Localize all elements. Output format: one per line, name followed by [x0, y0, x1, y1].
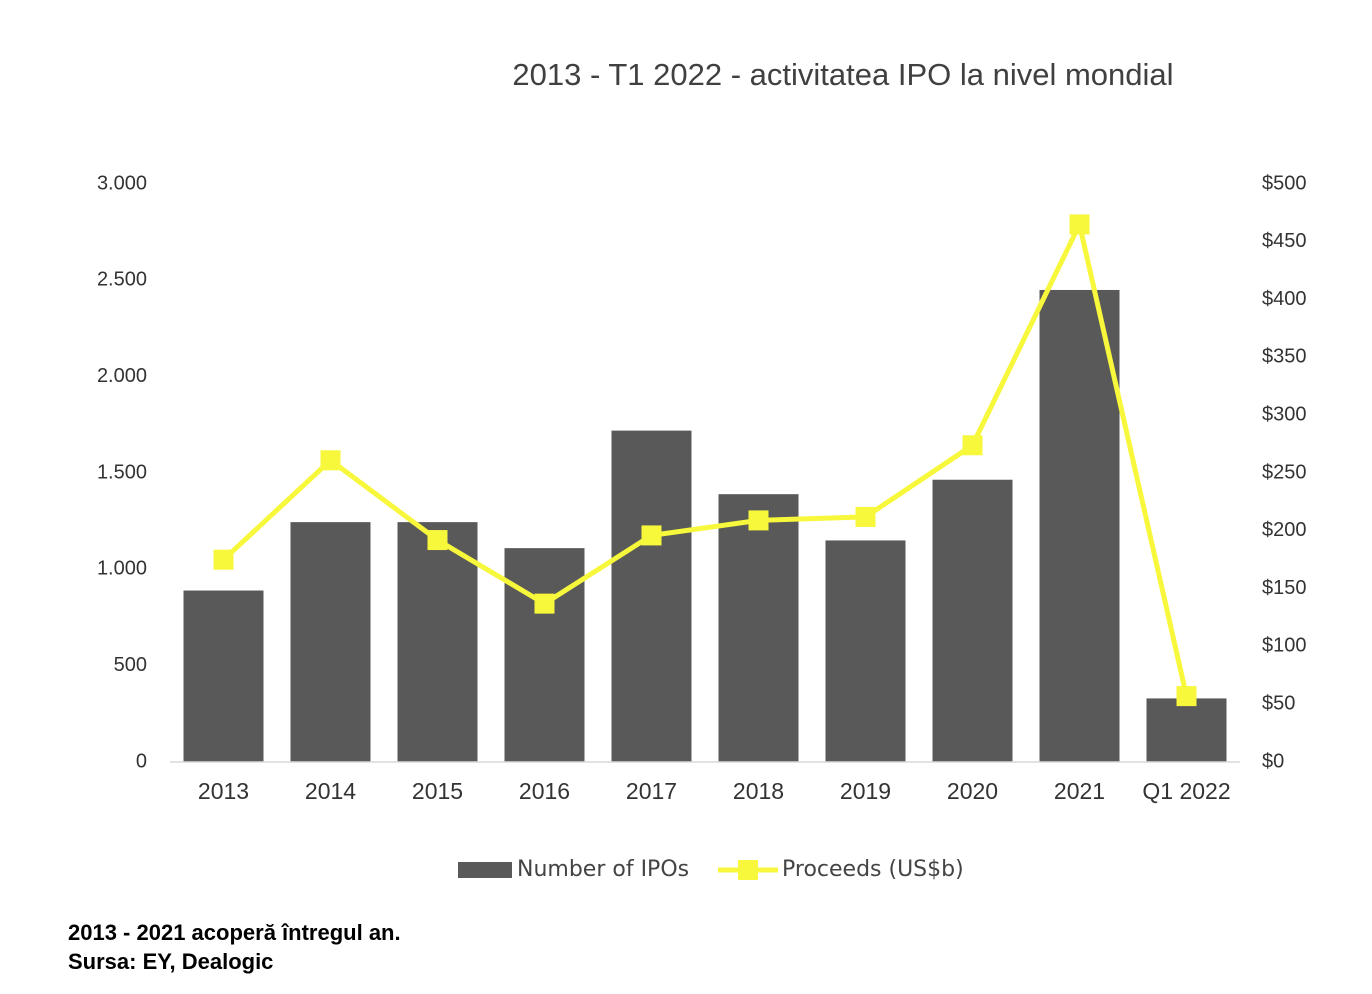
bar	[611, 430, 692, 762]
x-tick-label: 2016	[519, 778, 570, 804]
y2-tick-label: $100	[1262, 635, 1307, 657]
y-tick-label: 1.500	[97, 461, 147, 483]
y-tick-label: 0	[136, 750, 147, 772]
y2-tick-label: $500	[1262, 172, 1307, 194]
y2-tick-label: $350	[1262, 346, 1307, 368]
x-tick-label: 2015	[412, 778, 463, 804]
y2-tick-label: $300	[1262, 403, 1307, 425]
line	[221, 216, 1189, 697]
bar	[1146, 698, 1227, 762]
footnote: 2013 - 2021 acoperă întregul an.	[68, 920, 401, 945]
x-tick-label: 2014	[305, 778, 356, 804]
y-tick-label: 2.000	[97, 365, 147, 387]
y-tick-label: 2.500	[97, 269, 147, 291]
x-tick-label: 2021	[1054, 778, 1105, 804]
x-tick-label: 2018	[733, 778, 784, 804]
x-tick-label: Q1 2022	[1142, 778, 1230, 804]
source: Sursa: EY, Dealogic	[68, 949, 273, 974]
legend-label: Number of IPOs	[517, 857, 689, 882]
bar	[825, 540, 906, 762]
bar	[290, 522, 371, 762]
x-tick-label: 2013	[198, 778, 249, 804]
y-tick-label: 500	[114, 654, 147, 676]
marker	[855, 506, 876, 527]
y2-tick-label: $50	[1262, 692, 1295, 714]
marker	[748, 510, 769, 531]
x-tick-label: 2020	[947, 778, 998, 804]
x-tick-label: 2017	[626, 778, 677, 804]
bar	[718, 494, 799, 762]
y2-tick-label: $200	[1262, 519, 1307, 541]
chart-title: 2013 - T1 2022 - activitatea IPO la nive…	[512, 57, 1173, 92]
marker	[962, 435, 983, 456]
marker	[320, 450, 341, 471]
legend-marker	[738, 860, 758, 880]
marker	[641, 525, 662, 546]
y-tick-label: 3.000	[97, 172, 147, 194]
bar	[932, 479, 1013, 762]
legend-label: Proceeds (US$b)	[782, 857, 964, 882]
bar	[504, 548, 585, 762]
marker	[213, 549, 234, 570]
y2-tick-label: $450	[1262, 230, 1307, 252]
y-tick-label: 1.000	[97, 558, 147, 580]
legend-swatch	[458, 862, 512, 878]
bar	[1039, 289, 1120, 762]
x-tick-label: 2019	[840, 778, 891, 804]
y2-tick-label: $0	[1262, 750, 1284, 772]
marker	[427, 530, 448, 551]
bar	[397, 522, 478, 762]
bar	[183, 590, 264, 762]
marker	[1176, 686, 1197, 707]
marker	[1069, 214, 1090, 235]
y2-tick-label: $250	[1262, 461, 1307, 483]
y2-tick-label: $150	[1262, 577, 1307, 599]
marker	[534, 593, 555, 614]
y2-tick-label: $400	[1262, 288, 1307, 310]
